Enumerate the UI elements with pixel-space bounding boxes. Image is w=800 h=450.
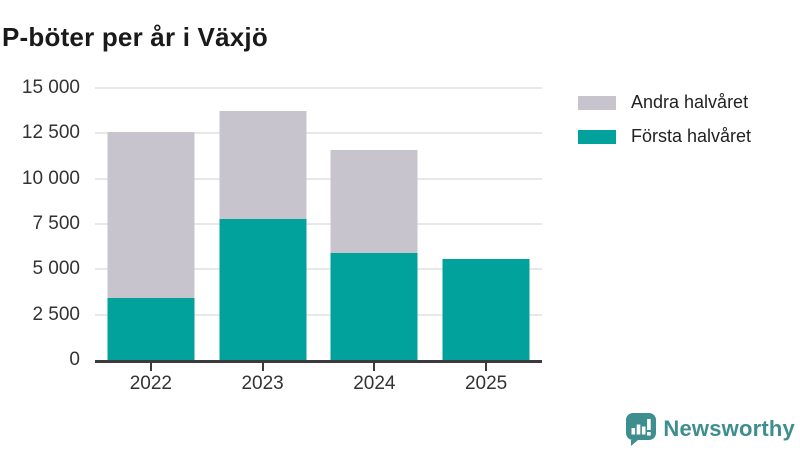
gridline	[95, 177, 542, 180]
newsworthy-logo[interactable]: Newsworthy	[624, 412, 795, 446]
chart-plot-area	[95, 87, 542, 363]
legend-row-forsta-halvaret: Första halvåret	[578, 126, 751, 147]
bar-2022	[107, 88, 195, 360]
bar-segment-2022	[107, 298, 195, 360]
gridline	[95, 132, 542, 135]
gridline	[95, 87, 542, 89]
legend-row-andra-halvaret: Andra halvåret	[578, 92, 751, 113]
x-axis-label-2022: 2022	[129, 373, 173, 394]
x-axis-tick	[373, 363, 376, 371]
y-axis-tick-label: 15 000	[21, 77, 80, 98]
y-axis-tick-label: 7 500	[32, 213, 80, 234]
bar-segment-2022	[107, 132, 195, 299]
x-axis-tick	[261, 363, 264, 371]
x-axis-label-2023: 2023	[241, 373, 284, 394]
newsworthy-logo-text: Newsworthy	[663, 416, 795, 441]
chart-title: P-böter per år i Växjö	[2, 22, 268, 53]
bar-segment-2025	[442, 259, 530, 360]
bar-2025	[442, 88, 530, 360]
x-axis-tick	[149, 363, 152, 371]
y-axis-labels: 15 000 12 500 10 000 7 500 5 000 2 500 0	[0, 77, 80, 370]
x-axis-label-2025: 2025	[464, 373, 508, 394]
legend-label: Första halvåret	[631, 126, 752, 146]
y-axis-tick-label: 0	[69, 349, 80, 370]
y-axis-tick-label: 10 000	[21, 167, 80, 189]
y-axis-tick-label: 5 000	[32, 258, 80, 280]
gridline	[95, 223, 542, 225]
x-axis-label-2024: 2024	[353, 373, 396, 394]
legend-swatch-andra-halvaret	[578, 95, 616, 110]
bar-segment-2023	[219, 110, 307, 219]
legend-label: Andra halvåret	[631, 92, 749, 112]
chart-legend: Andra halvåret Första halvåret	[578, 92, 751, 147]
bar-segment-2024	[330, 253, 418, 360]
y-axis-tick-label: 12 500	[21, 122, 80, 144]
newsworthy-bubble-icon	[626, 413, 657, 446]
x-axis: 2022 2023 2024 2025	[95, 363, 542, 403]
x-axis-tick	[485, 363, 488, 371]
bar-segment-2024	[330, 149, 418, 254]
gridline	[95, 268, 542, 271]
gridline	[95, 313, 542, 316]
legend-swatch-forsta-halvaret	[578, 129, 616, 144]
bar-2023	[219, 88, 307, 360]
bar-2024	[330, 88, 418, 360]
bar-segment-2023	[219, 218, 307, 360]
y-axis-tick-label: 2 500	[32, 303, 80, 325]
